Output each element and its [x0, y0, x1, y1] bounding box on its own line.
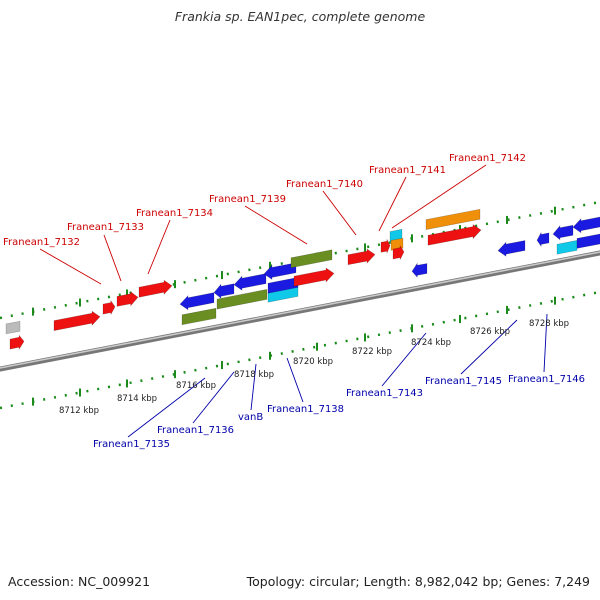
- label-leaders: [39, 164, 548, 438]
- forward-label-leader: [147, 219, 171, 275]
- genes: [5, 208, 600, 351]
- gene-arrow: [216, 289, 268, 310]
- reverse-gene-label: Franean1_7146: [508, 374, 585, 385]
- reverse-label-leader: [250, 363, 257, 411]
- forward-label-leader: [378, 176, 407, 232]
- reverse-label-leader: [460, 319, 518, 375]
- gene-arrow: [138, 279, 173, 298]
- forward-gene-label: Franean1_7132: [3, 237, 80, 248]
- forward-gene-label: Franean1_7134: [136, 208, 213, 219]
- tick-label: 8724 kbp: [411, 338, 451, 348]
- gene-arrow: [390, 237, 404, 251]
- gene-arrow: [536, 232, 550, 248]
- gene-arrow: [290, 249, 333, 269]
- gene-arrow: [102, 299, 116, 315]
- reverse-gene-label: Franean1_7145: [425, 376, 502, 387]
- gene-arrow: [427, 224, 482, 246]
- genome-summary-text: Topology: circular; Length: 8,982,042 bp…: [246, 574, 590, 589]
- gene-arrow: [392, 244, 405, 260]
- tick-label: 8716 kbp: [176, 381, 216, 391]
- reverse-gene-label: Franean1_7135: [93, 439, 170, 450]
- forward-gene-labels: Franean1_7132 Franean1_7133 Franean1_7134 F…: [3, 153, 526, 248]
- gene-arrow: [380, 239, 391, 254]
- gene-arrow: [213, 283, 235, 299]
- reverse-gene-label: Franean1_7138: [267, 404, 344, 415]
- tick-label: 8720 kbp: [293, 357, 333, 367]
- forward-gene-label: Franean1_7133: [67, 222, 144, 233]
- accession-text: Accession: NC_009921: [8, 574, 151, 589]
- forward-label-leader: [391, 164, 487, 229]
- forward-gene-label: Franean1_7139: [209, 194, 286, 205]
- reverse-gene-label: Franean1_7143: [346, 388, 423, 399]
- gene-arrow: [9, 334, 25, 351]
- forward-label-leader: [322, 190, 357, 236]
- gene-arrow: [181, 307, 217, 326]
- backbone: [0, 250, 600, 372]
- forward-gene-label: Franean1_7140: [286, 179, 363, 190]
- forward-label-leader: [244, 205, 308, 245]
- reverse-label-leader: [381, 332, 427, 387]
- gene-arrow: [411, 262, 428, 279]
- reverse-label-leader: [543, 313, 548, 373]
- forward-label-leader: [103, 234, 122, 282]
- tick-label: 8718 kbp: [234, 370, 274, 380]
- gene-arrow: [293, 267, 335, 287]
- gene-arrow: [233, 273, 267, 291]
- gene-arrow: [116, 291, 139, 307]
- gene-arrow: [556, 240, 578, 255]
- gene-arrow: [572, 216, 600, 234]
- tick-labels: 8712 kbp 8714 kbp 8716 kbp 8718 kbp 8720 kbp…: [59, 319, 569, 416]
- reverse-gene-label: vanB: [238, 412, 263, 423]
- reverse-label-leader: [127, 377, 206, 438]
- reverse-label-leader: [192, 371, 235, 424]
- forward-gene-label: Franean1_7142: [449, 153, 526, 164]
- gene-arrow: [263, 262, 297, 280]
- reverse-label-leader: [286, 357, 304, 403]
- gene-arrow: [576, 233, 600, 249]
- forward-gene-label: Franean1_7141: [369, 165, 446, 176]
- reverse-gene-labels: Franean1_7135 Franean1_7136 vanB Franean1_7…: [93, 374, 585, 450]
- gene-arrow: [425, 208, 481, 230]
- tick-label: 8726 kbp: [470, 327, 510, 337]
- gene-arrow: [347, 248, 376, 266]
- forward-label-leader: [39, 248, 102, 285]
- gene-arrow: [497, 240, 526, 257]
- gene-arrow: [267, 277, 299, 294]
- gene-arrow: [5, 320, 21, 335]
- reverse-gene-label: Franean1_7136: [157, 425, 234, 436]
- tick-label: 8714 kbp: [117, 394, 157, 404]
- genome-title: Frankia sp. EAN1pec, complete genome: [174, 9, 426, 24]
- gene-arrow: [179, 292, 215, 311]
- tick-label: 8712 kbp: [59, 406, 99, 416]
- gene-arrow: [53, 310, 101, 331]
- tick-label: 8728 kbp: [529, 319, 569, 329]
- gene-arrow: [552, 224, 574, 241]
- tick-label: 8722 kbp: [352, 347, 392, 357]
